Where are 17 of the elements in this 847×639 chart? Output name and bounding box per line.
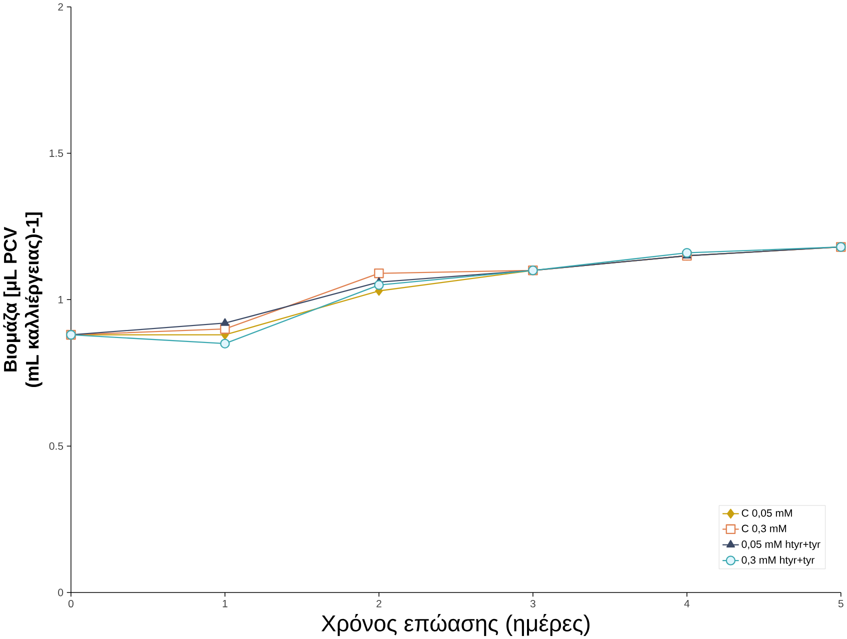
- legend-label: C 0,3 mM: [742, 524, 786, 534]
- legend-label: 0,05 mM htyr+tyr: [742, 540, 820, 550]
- x-tick-label: 4: [684, 600, 690, 608]
- y-tick-label: 1: [58, 296, 64, 304]
- x-tick-label: 3: [530, 600, 536, 608]
- x-tick-label: 1: [222, 600, 228, 608]
- x-tick-label: 2: [376, 600, 382, 608]
- legend-label: C 0,05 mM: [742, 509, 792, 518]
- x-tick-label: 0: [68, 600, 74, 608]
- y-tick-label: 2: [58, 3, 63, 10]
- y-tick-label: 0: [58, 588, 64, 596]
- y-tick-label: 1.5: [50, 150, 64, 157]
- x-tick-label: 5: [838, 600, 844, 608]
- y-axis-title: Βιομάζα [μL PCV (mL καλλιέργειας)-1]: [3, 212, 42, 387]
- legend-label: 0,3 mM htyr+tyr: [742, 556, 814, 566]
- x-axis-title: Χρόνος επώασης (ημέρες): [321, 614, 590, 636]
- y-tick-label: 0.5: [49, 442, 64, 450]
